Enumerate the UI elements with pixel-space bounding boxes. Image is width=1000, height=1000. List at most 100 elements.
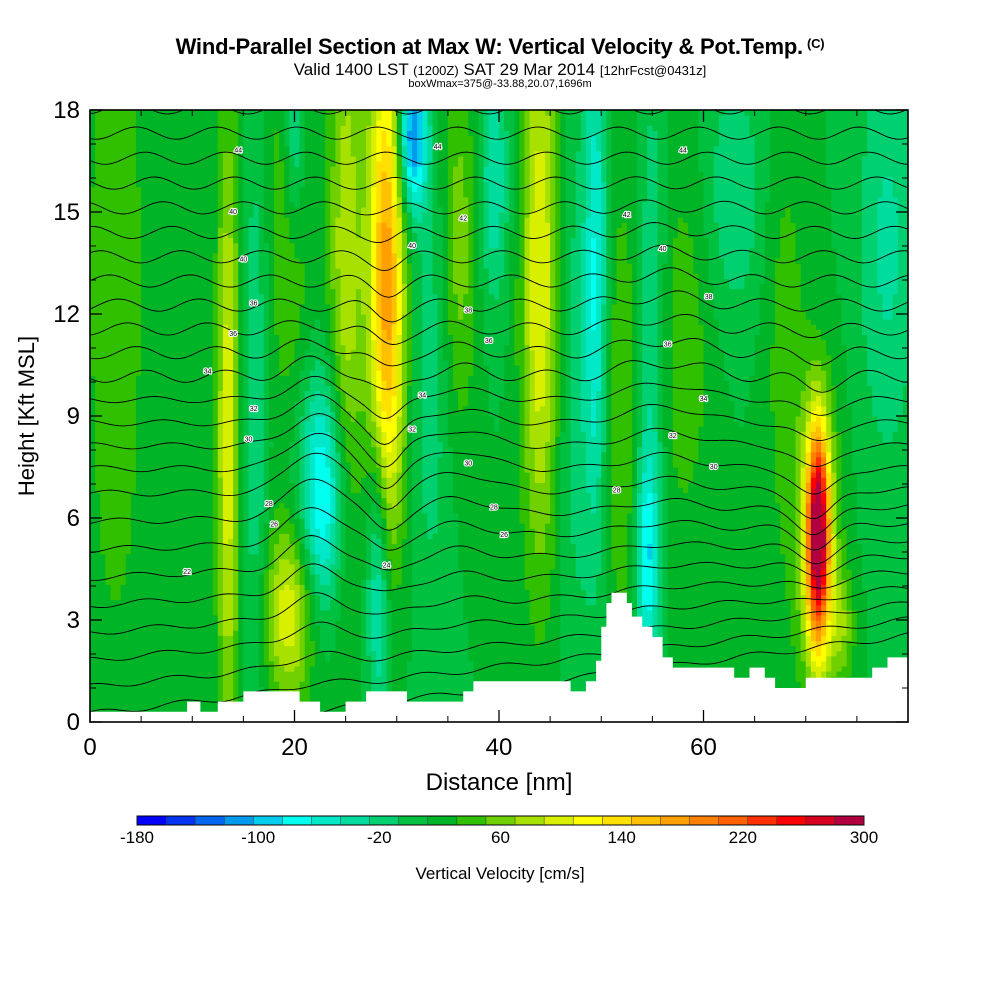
contour-label: 34 xyxy=(418,392,426,399)
colorbar-swatch xyxy=(253,816,283,825)
isentrope-line xyxy=(90,290,908,323)
isentrope-line xyxy=(90,176,908,190)
x-tick-label: 0 xyxy=(83,734,96,761)
chart-title: Wind-Parallel Section at Max W: Vertical… xyxy=(175,34,825,59)
isentrope-line xyxy=(90,337,908,367)
contour-label: 40 xyxy=(240,256,248,263)
colorbar-swatch xyxy=(427,816,458,825)
contour-label: 36 xyxy=(485,338,493,345)
contour-label: 38 xyxy=(705,294,713,301)
colorbar-tick-label: 140 xyxy=(607,828,636,847)
isentrope-line xyxy=(90,554,908,608)
contour-label: 26 xyxy=(500,532,508,539)
isentrope-line xyxy=(90,126,908,140)
contour-label: 24 xyxy=(383,562,391,569)
contour-label: 30 xyxy=(464,460,472,467)
y-tick-label: 15 xyxy=(53,199,80,226)
contour-label: 30 xyxy=(245,437,253,444)
contour-label: 44 xyxy=(679,148,687,155)
contour-label: 36 xyxy=(250,301,258,308)
colorbar-swatch xyxy=(689,816,719,825)
colorbar-tick-label: -100 xyxy=(241,828,276,847)
contour-label: 28 xyxy=(265,501,273,508)
colorbar-swatch xyxy=(166,816,196,825)
isentrope-line xyxy=(90,601,908,687)
copyright-mark: (C) xyxy=(806,36,825,51)
y-tick-label: 9 xyxy=(67,403,80,430)
box-note: boxWmax=375@-33.88,20.07,1696m xyxy=(408,78,592,90)
isentrope-line xyxy=(90,586,908,661)
isentrope-line xyxy=(90,616,908,713)
colorbar-swatch xyxy=(776,816,807,825)
isentrope-line xyxy=(90,244,908,272)
x-tick-label: 60 xyxy=(690,734,717,761)
isentrope-line xyxy=(90,507,908,554)
terrain xyxy=(90,592,908,722)
colorbar-swatch xyxy=(369,816,400,825)
contour-label: 28 xyxy=(490,505,498,512)
contour-label: 44 xyxy=(434,144,442,151)
colorbar-swatch xyxy=(544,816,574,825)
contour-label: 30 xyxy=(710,464,718,471)
colorbar-tick-label: -20 xyxy=(367,828,392,847)
velocity-field xyxy=(90,110,908,722)
isentrope-line xyxy=(90,199,908,216)
colorbar-tick-label: 60 xyxy=(491,828,510,847)
colorbar-swatch xyxy=(573,816,603,825)
colorbar-tick-label: 300 xyxy=(849,828,879,847)
colorbar-swatch xyxy=(805,816,836,825)
contour-label: 40 xyxy=(408,243,416,250)
isentrope-line xyxy=(90,267,908,298)
y-tick-label: 6 xyxy=(67,505,80,532)
x-axis-title: Distance [nm] xyxy=(426,769,573,796)
isentrope-line xyxy=(90,452,908,520)
colorbar-swatch xyxy=(631,816,661,825)
colorbar-swatch xyxy=(602,816,632,825)
chart-subtitle: Valid 1400 LST (1200Z) SAT 29 Mar 2014 [… xyxy=(0,60,1000,80)
colorbar-swatch xyxy=(485,816,516,825)
colorbar-swatch xyxy=(311,816,341,825)
isentrope-line xyxy=(90,355,908,393)
isentrope-line xyxy=(90,413,908,468)
contour-label: 32 xyxy=(408,426,416,433)
colorbar-swatch xyxy=(224,816,254,825)
valid-time: Valid 1400 LST xyxy=(293,60,409,79)
contour-label: 40 xyxy=(659,246,667,253)
contour-label: 36 xyxy=(229,331,237,338)
isentropes xyxy=(90,110,908,722)
isentrope-line xyxy=(90,375,908,420)
colorbar-swatch xyxy=(195,816,225,825)
contour-label: 32 xyxy=(250,406,258,413)
isentrope-line xyxy=(90,432,908,495)
isentrope-line xyxy=(90,394,908,445)
colorbar-swatch xyxy=(834,816,865,825)
isentrope-line xyxy=(90,570,908,635)
contour-label: 44 xyxy=(234,148,242,155)
contour-label: 36 xyxy=(664,341,672,348)
colorbar-swatch xyxy=(747,816,778,825)
forecast-info: [12hrFcst@0431z] xyxy=(599,63,707,78)
contour-label: 34 xyxy=(700,396,708,403)
y-tick-label: 0 xyxy=(67,709,80,736)
colorbar-tick-label: 220 xyxy=(728,828,757,847)
x-tick-label: 20 xyxy=(281,734,308,761)
colorbar-swatch xyxy=(515,816,545,825)
colorbar-swatch xyxy=(340,816,371,825)
colorbar-swatch xyxy=(398,816,429,825)
colorbar-tick-label: -180 xyxy=(119,828,155,847)
contour-label: 42 xyxy=(459,216,467,223)
y-tick-label: 12 xyxy=(53,301,80,328)
colorbar xyxy=(136,815,865,826)
contour-label: 40 xyxy=(229,209,237,216)
isentrope-line xyxy=(90,222,908,243)
y-axis-title: Height [Kft MSL] xyxy=(14,336,39,496)
contour-label: 22 xyxy=(183,569,191,576)
contour-label: 26 xyxy=(270,522,278,529)
y-tick-label: 18 xyxy=(53,97,80,124)
isentrope-line xyxy=(90,151,908,165)
colorbar-swatch xyxy=(718,816,749,825)
contour-label: 42 xyxy=(623,212,631,219)
contour-label: 28 xyxy=(613,488,621,495)
contour-label: 34 xyxy=(204,369,212,376)
